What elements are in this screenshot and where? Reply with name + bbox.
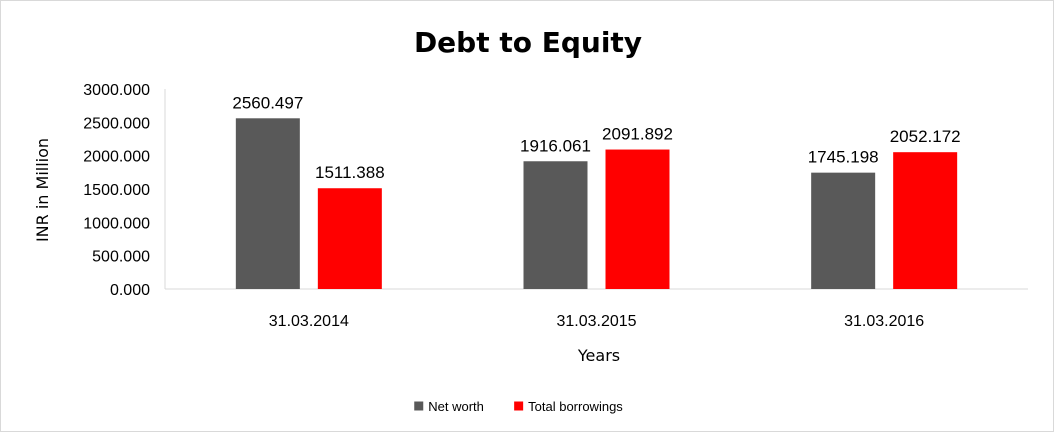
bar-total-borrowings [317, 188, 382, 289]
x-tick-label: 31.03.2014 [269, 313, 349, 330]
bar-net-worth [235, 118, 300, 289]
legend-swatch-total-borrowings [514, 401, 524, 411]
data-label: 1745.198 [808, 148, 879, 167]
bar-net-worth [523, 161, 588, 289]
legend-label: Net worth [428, 399, 484, 414]
x-tick-label: 31.03.2015 [556, 313, 636, 330]
data-label: 1916.061 [520, 136, 591, 155]
data-label: 1511.388 [315, 163, 385, 182]
data-label: 2091.892 [602, 125, 673, 144]
y-tick-label: 1000.000 [83, 215, 150, 232]
x-axis-title: Years [577, 346, 620, 365]
data-label: 2560.497 [232, 93, 303, 112]
bar-total-borrowings [893, 152, 958, 289]
x-tick-label: 31.03.2016 [844, 313, 924, 330]
legend-swatch-net-worth [414, 401, 424, 411]
y-tick-label: 3000.000 [83, 82, 150, 99]
data-label: 2052.172 [890, 127, 961, 146]
y-tick-label: 1500.000 [83, 182, 150, 199]
legend-label: Total borrowings [528, 399, 623, 414]
y-tick-label: 500.000 [92, 249, 150, 266]
y-tick-label: 2500.000 [83, 115, 150, 132]
y-tick-label: 0.000 [110, 282, 150, 299]
plot-area: 0.000 500.000 1000.000 1500.000 2000.000 2500… [83, 82, 1028, 330]
bar-net-worth [811, 172, 876, 289]
y-axis-title: INR in Million [33, 138, 52, 242]
legend: Net worth Total borrowings [414, 399, 623, 414]
y-tick-label: 2000.000 [83, 149, 150, 166]
chart-title: Debt to Equity [414, 26, 642, 59]
bar-total-borrowings [605, 149, 670, 289]
